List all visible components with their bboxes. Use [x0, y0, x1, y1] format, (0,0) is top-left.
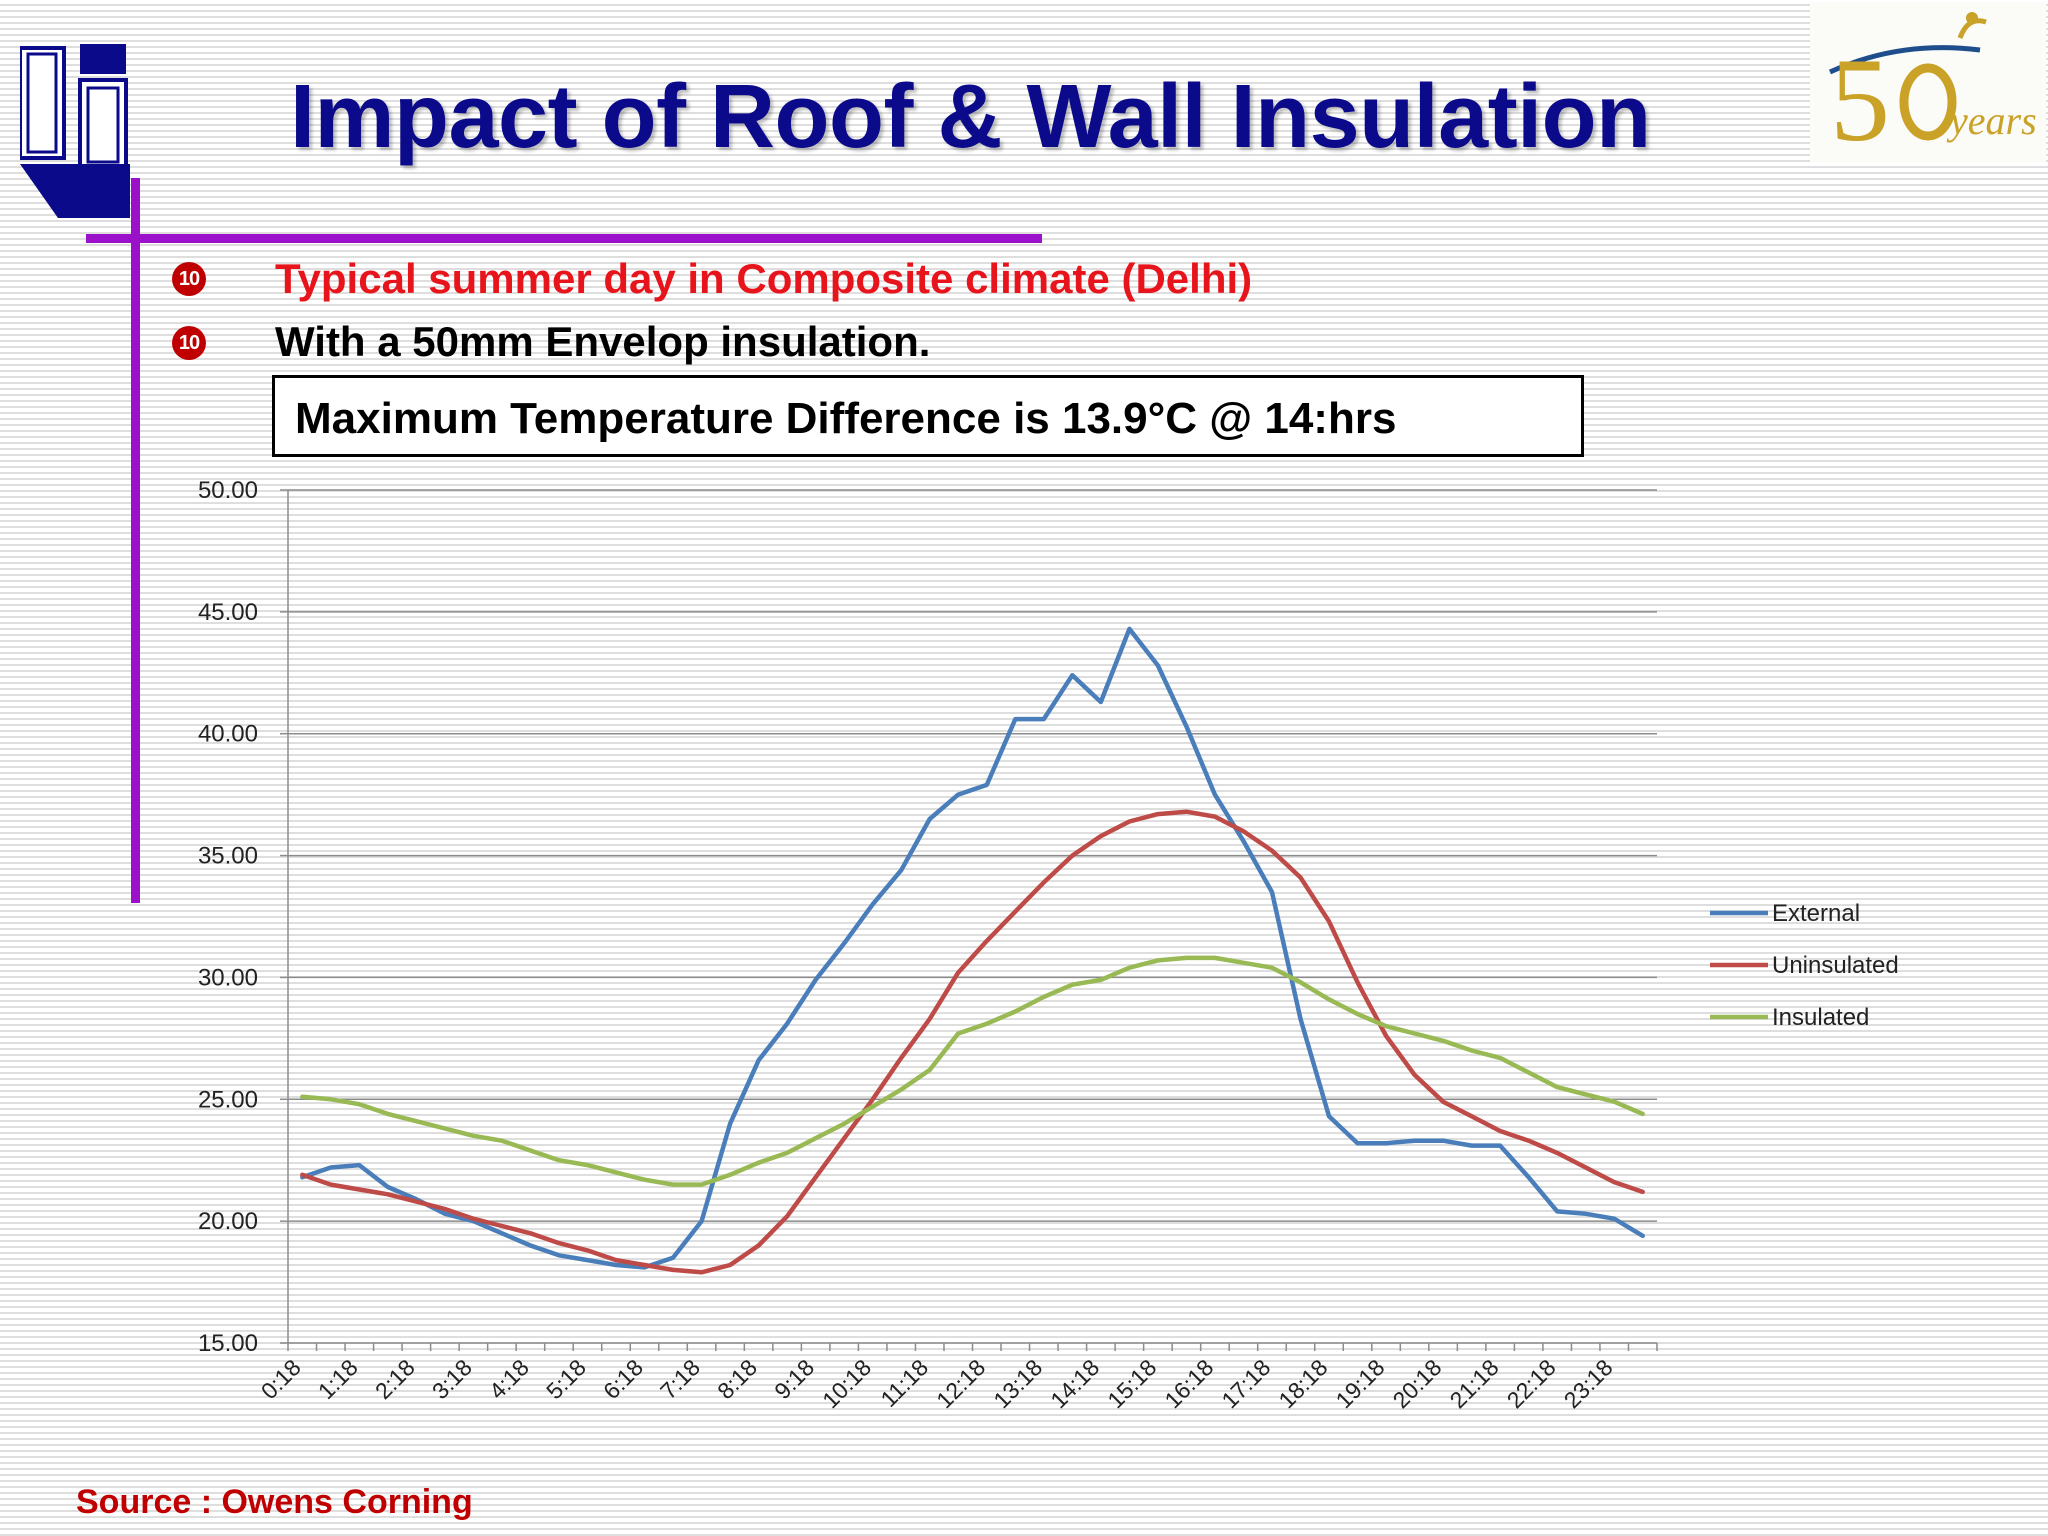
x-tick-label: 9:18 — [769, 1354, 819, 1404]
svg-text:5: 5 — [1830, 33, 1890, 162]
legend-label-external: External — [1772, 900, 1860, 927]
slide-title: Impact of Roof & Wall Insulation — [290, 67, 1651, 167]
x-tick-label: 13:18 — [988, 1354, 1047, 1413]
y-tick-label: 25.00 — [198, 1086, 258, 1113]
x-tick-label: 18:18 — [1273, 1354, 1332, 1413]
bullet-marker-icon: 10 — [172, 326, 206, 360]
callout-text: Maximum Temperature Difference is 13.9°C… — [295, 394, 1397, 443]
bullet-marker-icon: 10 — [172, 262, 206, 296]
y-tick-label: 20.00 — [198, 1208, 258, 1235]
x-tick-label: 15:18 — [1102, 1354, 1161, 1413]
x-tick-label: 2:18 — [370, 1354, 420, 1404]
x-tick-label: 17:18 — [1216, 1354, 1275, 1413]
bullet-insulation: With a 50mm Envelop insulation. — [275, 318, 931, 365]
series-line-insulated — [300, 955, 1645, 1187]
x-tick-label: 6:18 — [598, 1354, 648, 1404]
x-tick-label: 21:18 — [1445, 1354, 1504, 1413]
y-tick-label: 35.00 — [198, 843, 258, 870]
x-tick-label: 12:18 — [931, 1354, 990, 1413]
organization-logo — [20, 44, 130, 218]
x-tick-label: 19:18 — [1331, 1354, 1390, 1413]
x-tick-label: 20:18 — [1388, 1354, 1447, 1413]
x-tick-label: 10:18 — [817, 1354, 876, 1413]
y-tick-label: 15.00 — [198, 1330, 258, 1357]
source-note: Source : Owens Corning — [76, 1483, 473, 1521]
x-tick-label: 7:18 — [655, 1354, 705, 1404]
anniversary-badge: 5 years — [1810, 2, 2046, 162]
legend-label-insulated: Insulated — [1772, 1004, 1869, 1031]
y-tick-label: 40.00 — [198, 721, 258, 748]
x-tick-label: 0:18 — [256, 1354, 306, 1404]
x-tick-label: 16:18 — [1159, 1354, 1218, 1413]
callout-box: Maximum Temperature Difference is 13.9°C… — [272, 375, 1584, 457]
y-tick-label: 50.00 — [198, 477, 258, 504]
x-tick-label: 22:18 — [1502, 1354, 1561, 1413]
series-line-uninsulated — [300, 809, 1645, 1275]
y-tick-label: 45.00 — [198, 599, 258, 626]
y-tick-label: 30.00 — [198, 964, 258, 991]
x-tick-label: 8:18 — [712, 1354, 762, 1404]
bullet-climate: Typical summer day in Composite climate … — [275, 255, 1253, 302]
x-tick-label: 11:18 — [875, 1354, 933, 1412]
x-tick-label: 3:18 — [427, 1354, 477, 1404]
legend-label-uninsulated: Uninsulated — [1772, 952, 1899, 979]
series-line-external — [300, 626, 1645, 1270]
x-tick-label: 14:18 — [1045, 1354, 1104, 1413]
accent-horizontal-bar — [86, 234, 1042, 243]
x-tick-label: 1:18 — [313, 1354, 363, 1404]
x-tick-label: 5:18 — [541, 1354, 591, 1404]
x-tick-label: 4:18 — [484, 1354, 534, 1404]
svg-text:years: years — [1946, 98, 2037, 143]
accent-vertical-bar — [131, 178, 140, 903]
x-tick-label: 23:18 — [1559, 1354, 1618, 1413]
